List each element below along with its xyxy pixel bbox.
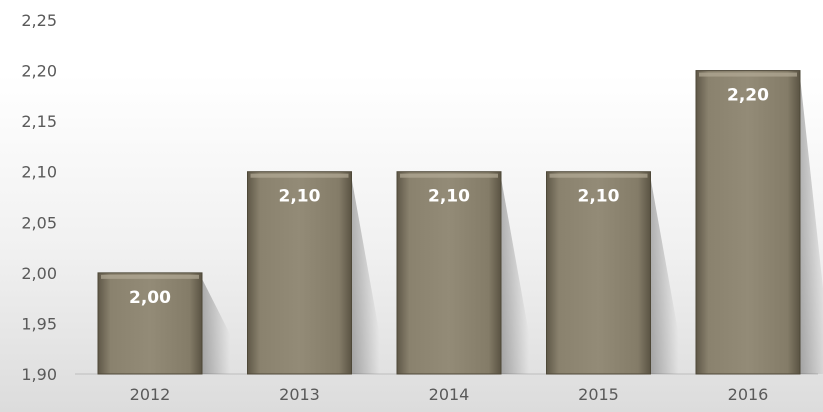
bar-bevel bbox=[400, 173, 498, 178]
data-label: 2,00 bbox=[129, 288, 171, 308]
x-tick-label: 2015 bbox=[578, 385, 619, 404]
bar-bevel bbox=[250, 173, 349, 178]
bar-2013 bbox=[247, 171, 352, 375]
bar-shadow bbox=[650, 177, 679, 374]
x-axis: 2012 2013 2014 2015 2016 bbox=[75, 373, 818, 404]
y-tick-label: 2,10 bbox=[21, 163, 57, 182]
x-tick-label: 2016 bbox=[728, 385, 769, 404]
x-tick-label: 2012 bbox=[130, 385, 171, 404]
bar-2016 bbox=[695, 70, 801, 375]
bar-2014 bbox=[396, 171, 502, 375]
bar-bevel bbox=[101, 274, 199, 279]
bar-bevel bbox=[549, 173, 648, 178]
data-label: 2,10 bbox=[578, 187, 620, 207]
y-tick-label: 1,90 bbox=[21, 365, 57, 384]
data-label: 2,10 bbox=[428, 187, 470, 207]
y-tick-label: 2,15 bbox=[21, 112, 57, 131]
bar-bevel bbox=[699, 72, 797, 77]
bars bbox=[97, 70, 823, 375]
y-axis: 1,90 1,95 2,00 2,05 2,10 2,15 2,20 2,25 bbox=[21, 11, 57, 384]
y-tick-label: 2,05 bbox=[21, 213, 57, 232]
x-tick-label: 2013 bbox=[279, 385, 320, 404]
y-tick-label: 2,25 bbox=[21, 11, 57, 30]
bar-shadow bbox=[800, 76, 823, 374]
data-labels: 2,00 2,10 2,10 2,10 2,20 bbox=[129, 86, 769, 308]
y-tick-label: 1,95 bbox=[21, 314, 57, 333]
data-label: 2,20 bbox=[727, 86, 769, 106]
bar-2015 bbox=[546, 171, 651, 375]
x-tick-label: 2014 bbox=[429, 385, 470, 404]
bar-shadow bbox=[202, 278, 230, 374]
bar-2012 bbox=[97, 272, 203, 375]
bar-shadow bbox=[351, 177, 380, 374]
y-tick-label: 2,00 bbox=[21, 264, 57, 283]
data-label: 2,10 bbox=[279, 187, 321, 207]
y-tick-label: 2,20 bbox=[21, 62, 57, 81]
bar-shadow bbox=[501, 177, 529, 374]
